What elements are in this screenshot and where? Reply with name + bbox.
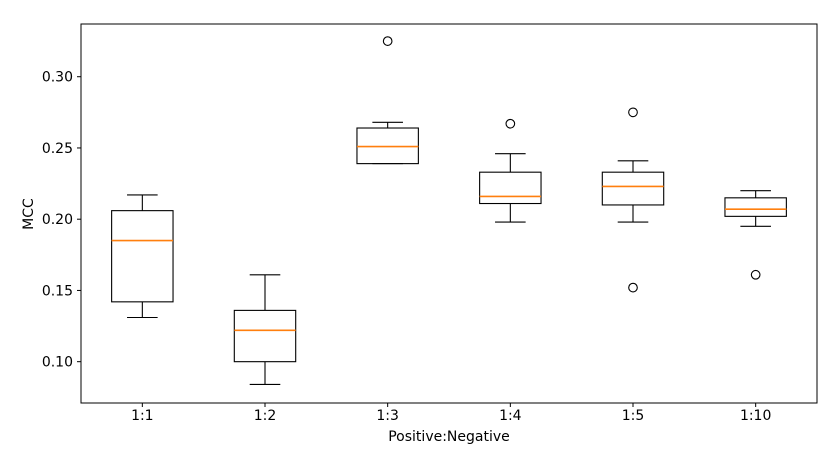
box-group-1:1 bbox=[111, 194, 174, 319]
outlier-point bbox=[750, 269, 761, 280]
outlier-point bbox=[505, 118, 516, 129]
box-group-1:10 bbox=[724, 190, 787, 280]
x-tick-label: 1:1 bbox=[131, 408, 154, 424]
x-tick-label: 1:5 bbox=[622, 408, 645, 424]
x-tick-label: 1:3 bbox=[376, 408, 399, 424]
plot-frame bbox=[80, 23, 818, 404]
y-tick-label: 0.30 bbox=[42, 70, 73, 86]
box-group-1:4 bbox=[479, 118, 542, 223]
y-tick-label: 0.20 bbox=[42, 212, 73, 228]
box-group-1:2 bbox=[233, 274, 297, 386]
y-tick-label: 0.25 bbox=[42, 141, 73, 157]
iqr-box bbox=[479, 171, 542, 205]
outlier-point bbox=[628, 107, 638, 118]
x-tick-label: 1:4 bbox=[499, 408, 522, 424]
x-axis-label: Positive:Negative bbox=[388, 429, 510, 445]
outlier-point bbox=[628, 282, 638, 293]
x-tick-label: 1:10 bbox=[740, 408, 771, 424]
y-tick-label: 0.15 bbox=[42, 283, 73, 299]
box-group-1:5 bbox=[601, 107, 665, 293]
iqr-box bbox=[111, 210, 174, 303]
y-tick-label: 0.10 bbox=[42, 355, 73, 371]
iqr-box bbox=[233, 309, 297, 363]
iqr-box bbox=[601, 171, 665, 206]
x-tick-label: 1:2 bbox=[254, 408, 277, 424]
y-axis-label: MCC bbox=[21, 198, 37, 230]
outlier-point bbox=[382, 36, 393, 46]
box-group-1:3 bbox=[356, 36, 419, 165]
iqr-box bbox=[724, 197, 787, 217]
